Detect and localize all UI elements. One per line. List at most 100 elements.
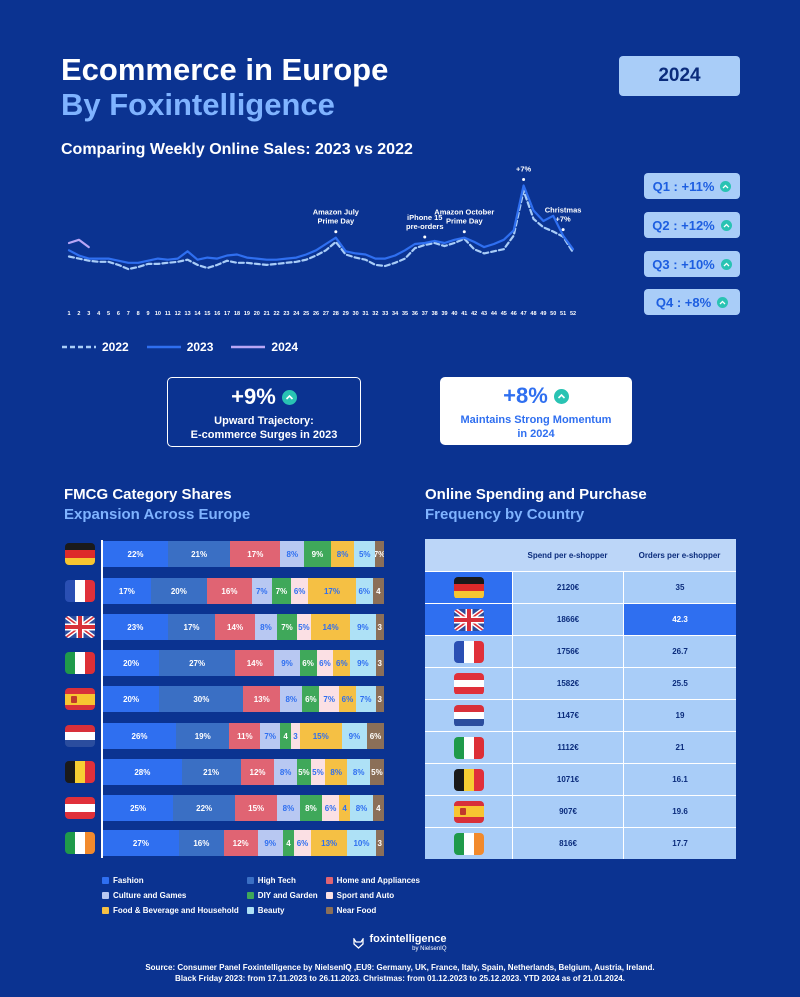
bar-segment: 17% (308, 578, 356, 604)
spend-value: 1582€ (512, 667, 623, 699)
quarter-label: Q1 : +11% (652, 178, 715, 194)
annotation-label: iPhone 15 (407, 213, 442, 222)
x-tick-label: 1 (67, 311, 70, 317)
x-tick-label: 8 (137, 311, 140, 317)
legend-label: 2023 (186, 340, 214, 354)
bar-segment: 8% (280, 686, 303, 712)
x-tick-label: 32 (372, 311, 378, 317)
legend-swatch (102, 892, 109, 899)
fox-logo-icon (353, 938, 365, 949)
bar-segment: 6% (333, 650, 351, 676)
bar-segment: 3 (375, 614, 384, 640)
table-flag-cell (425, 635, 512, 667)
x-tick-label: 23 (283, 311, 289, 317)
bar-row-belgium: 28% 21% 12% 8% 5% 5% 8% 8% 5% (103, 759, 384, 785)
annotation-label: Christmas (545, 206, 582, 215)
table-flag-cell (425, 571, 512, 603)
orders-value: 42.3 (623, 603, 736, 635)
legend-label: Beauty (257, 906, 285, 915)
table-flag-cell (425, 667, 512, 699)
callout-2024: +8% Maintains Strong Momentum in 2024 (440, 377, 632, 445)
legend-item-near-food: Near Food (325, 906, 420, 915)
spend-value: 1147€ (512, 699, 623, 731)
flag-italy-icon (453, 736, 484, 759)
chart-subtitle: Comparing Weekly Online Sales: 2023 vs 2… (61, 141, 413, 158)
bar-segment: 9% (350, 614, 376, 640)
legend-label: 2024 (271, 340, 299, 354)
legend-swatch (325, 907, 333, 914)
series-line-2024 (67, 238, 90, 249)
x-tick-label: 24 (293, 311, 300, 317)
x-tick-label: 17 (224, 311, 230, 317)
orders-value: 25.5 (623, 667, 736, 699)
bar-segment: 14% (215, 614, 255, 640)
x-tick-label: 51 (560, 311, 566, 317)
callout-value: +9% (231, 384, 276, 409)
bar-segment: 8% (330, 541, 355, 567)
x-tick-label: 21 (264, 311, 270, 317)
bar-segment: 23% (103, 614, 168, 640)
bar-segment: 12% (223, 830, 258, 856)
x-tick-label: 3 (87, 311, 90, 317)
orders-value: 19.6 (623, 795, 736, 827)
bar-segment: 27% (159, 650, 236, 676)
callout-text: in 2024 (517, 428, 555, 440)
bar-segment: 6% (302, 686, 320, 712)
legend-swatch (102, 907, 109, 914)
bar-segment: 20% (150, 578, 207, 604)
bar-segment: 5% (369, 759, 384, 785)
bar-row-france: 17% 20% 16% 7% 7% 6% 17% 6% 4 (103, 578, 384, 604)
bar-segment: 6% (355, 578, 373, 604)
bar-segment: 8% (277, 795, 300, 821)
bar-segment: 9% (341, 723, 368, 749)
bar-segment: 20% (103, 686, 160, 712)
page-subtitle-brand: By Foxintelligence (61, 87, 335, 122)
bar-segment: 8% (274, 759, 297, 785)
x-tick-label: 9 (147, 311, 150, 317)
legend-item-2023: 2023 (146, 340, 214, 354)
x-tick-label: 26 (313, 311, 319, 317)
bar-segment: 9% (304, 541, 331, 567)
legend-swatch (325, 877, 333, 884)
flag-ireland-icon (453, 832, 484, 855)
legend-label: 2022 (102, 340, 129, 354)
bar-segment: 8% (347, 759, 370, 785)
flag-ireland-icon (65, 832, 95, 854)
bar-segment: 6% (299, 650, 317, 676)
flag-netherlands-icon (65, 725, 95, 747)
bar-segment: 13% (243, 686, 280, 712)
callout-text: Upward Trajectory: (214, 415, 314, 427)
bar-segment: 9% (350, 650, 376, 676)
x-tick-label: 10 (155, 311, 161, 317)
x-tick-label: 35 (402, 311, 408, 317)
column-header: Orders per e-shopper (638, 550, 721, 560)
bar-row-uk: 23% 17% 14% 8% 7% 5% 14% 9% 3 (103, 614, 384, 640)
bar-segment: 7% (251, 578, 272, 604)
legend-swatch (325, 892, 333, 899)
bar-segment: 5% (296, 759, 311, 785)
table-flag-cell (425, 731, 512, 763)
callout-2023: +9% Upward Trajectory: E-commerce Surges… (167, 377, 361, 447)
bar-segment: 8% (299, 795, 323, 821)
bar-segment: 17% (230, 541, 281, 567)
x-tick-label: 34 (392, 311, 399, 317)
flag-austria-icon (65, 797, 95, 819)
annotation-label: Prime Day (446, 217, 484, 226)
x-tick-label: 50 (550, 311, 556, 317)
orders-value: 26.7 (623, 635, 736, 667)
fmcg-legend: Fashion High Tech Home and Appliances Cu… (102, 876, 420, 915)
annotation-marker (423, 235, 427, 239)
bar-segment: 17% (103, 578, 151, 604)
up-arrow-icon (720, 258, 732, 270)
x-tick-label: 13 (185, 311, 191, 317)
spend-value: 816€ (512, 827, 623, 859)
source-line-2: Black Friday 2023: from 17.11.2023 to 26… (175, 974, 625, 983)
fmcg-subtitle: Expansion Across Europe (64, 506, 251, 523)
x-tick-label: 7 (127, 311, 130, 317)
spend-subtitle: Frequency by Country (425, 506, 585, 523)
orders-value: 19 (623, 699, 736, 731)
x-tick-label: 2 (77, 311, 80, 317)
bar-segment: 10% (347, 830, 376, 856)
x-tick-label: 30 (353, 311, 359, 317)
